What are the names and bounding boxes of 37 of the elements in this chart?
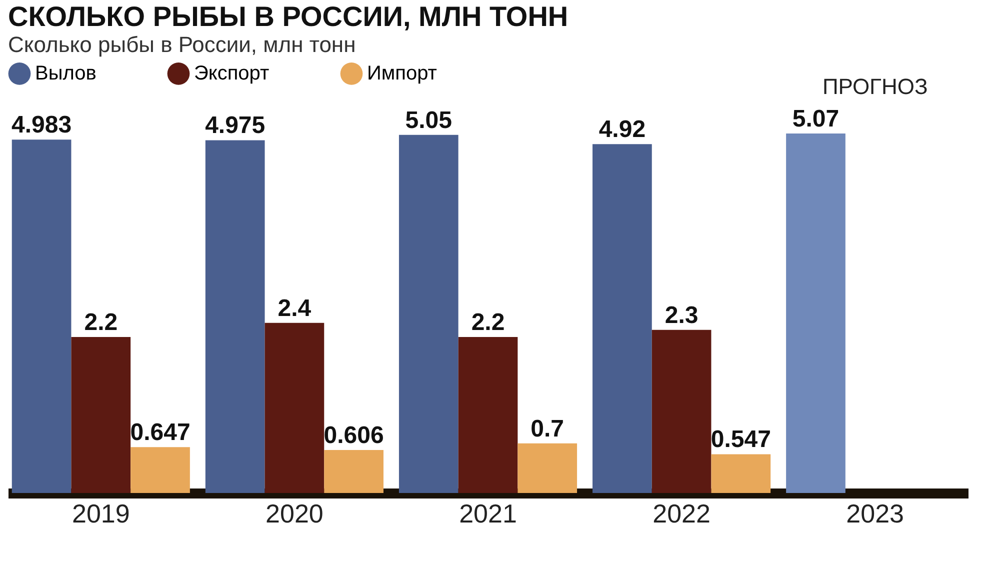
data-label: 2.2 <box>84 309 118 336</box>
x-tick-label: 2023 <box>846 498 904 528</box>
x-tick-label: 2022 <box>652 498 710 528</box>
bar <box>205 140 265 493</box>
bar <box>786 133 846 493</box>
data-label: 4.983 <box>12 112 72 139</box>
bar <box>518 443 578 493</box>
data-label: 0.547 <box>710 426 771 454</box>
chart-subtitle: Сколько рыбы в России, млн тонн <box>8 32 356 57</box>
data-label: 0.7 <box>530 415 564 442</box>
data-label: 0.606 <box>324 422 384 450</box>
legend-label: Импорт <box>367 62 437 85</box>
bar <box>711 454 771 493</box>
data-label: 5.07 <box>792 105 840 132</box>
chart-title: СКОЛЬКО РЫБЫ В РОССИИ, МЛН ТОНН <box>8 1 568 32</box>
bar <box>71 337 131 493</box>
bar <box>264 322 324 493</box>
data-label: 2.2 <box>471 309 505 336</box>
bar <box>12 140 72 493</box>
bar <box>652 330 712 493</box>
data-label: 5.05 <box>405 106 452 134</box>
legend-label: Экспорт <box>194 62 270 85</box>
data-label: 4.92 <box>598 116 646 144</box>
bar <box>398 134 458 493</box>
legend-label: Вылов <box>35 62 96 85</box>
bar <box>130 447 190 493</box>
data-label: 4.975 <box>205 112 266 140</box>
x-tick-label: 2021 <box>459 498 517 528</box>
bar <box>324 450 384 493</box>
data-label: 0.647 <box>130 419 190 446</box>
data-label: 2.3 <box>664 302 698 329</box>
x-tick-label: 2019 <box>72 498 130 528</box>
bar <box>458 337 518 493</box>
data-label: 2.4 <box>278 294 312 322</box>
bar <box>592 144 652 493</box>
x-tick-label: 2020 <box>266 498 324 528</box>
text: ПРОГНОЗ <box>822 74 928 99</box>
